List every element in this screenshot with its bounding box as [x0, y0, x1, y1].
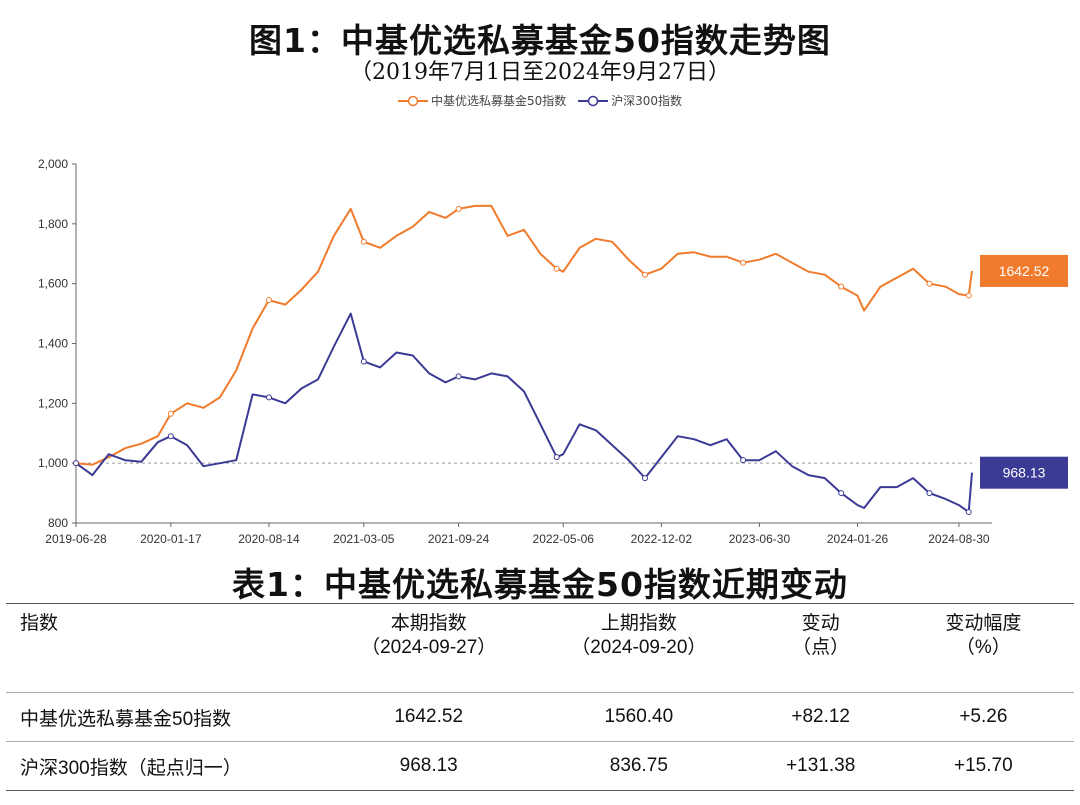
header-index: 指数 [6, 603, 329, 693]
series-point [167, 410, 174, 417]
x-tick-label: 2024-01-26 [827, 532, 889, 546]
series-point [360, 238, 367, 245]
series-point [740, 259, 747, 266]
end-value-label: 1642.52 [999, 263, 1050, 279]
series-point [455, 205, 462, 212]
cell-change: +131.38 [748, 741, 893, 791]
x-tick-label: 2020-08-14 [238, 532, 300, 546]
line-chart: 800 1,000 1,200 1,400 1,600 1,800 2,000 2019-06… [38, 157, 1068, 546]
legend-marker-blue-icon [578, 95, 609, 106]
series-point [838, 283, 845, 290]
series-point [641, 475, 648, 482]
chart-axes: 800 1,000 1,200 1,400 1,600 1,800 2,000 2019-06… [38, 157, 992, 546]
series-point [926, 490, 933, 497]
x-tick-label: 2021-03-05 [333, 532, 395, 546]
legend-label: 沪深300指数 [611, 94, 682, 108]
series-point [740, 457, 747, 464]
cell-change-pct: +15.70 [892, 741, 1074, 791]
series-point [838, 490, 845, 497]
end-value-badge [980, 254, 1068, 287]
y-tick-label: 1,400 [38, 337, 68, 351]
header-previous: 上期指数 （2024-09-20） [529, 603, 749, 693]
cell-current: 968.13 [328, 741, 530, 791]
cell-index-name: 中基优选私募基金50指数 [6, 692, 329, 742]
chart-subtitle: （2019年7月1日至2024年9月27日） [350, 60, 730, 85]
y-tick-label: 1,200 [38, 396, 68, 410]
series-point [455, 373, 462, 380]
series-point [73, 460, 79, 467]
chart-title: 图1：中基优选私募基金50指数走势图 [249, 21, 831, 60]
legend-item-csi300-index[interactable]: 沪深300指数 [578, 92, 682, 109]
x-tick-label: 2023-06-30 [729, 532, 791, 546]
series-point [965, 509, 972, 516]
chart-end-labels: 1642.52 968.13 [980, 254, 1068, 489]
cell-previous: 1560.40 [529, 692, 749, 742]
cell-change-pct: +5.26 [892, 692, 1074, 742]
header-current: 本期指数 （2024-09-27） [328, 603, 530, 693]
legend-label: 中基优选私募基金50指数 [430, 94, 567, 108]
table-row: 中基优选私募基金50指数 1642.52 1560.40 +82.12 +5.2… [6, 692, 1074, 742]
x-tick-label: 2022-12-02 [631, 532, 693, 546]
y-tick-label: 1,800 [38, 217, 68, 231]
y-tick-label: 800 [48, 516, 68, 530]
cell-index-name: 沪深300指数（起点归一） [6, 741, 329, 791]
end-value-badge [980, 456, 1068, 489]
series-point [553, 265, 560, 272]
end-value-label: 968.13 [1003, 465, 1046, 481]
table-row: 沪深300指数（起点归一） 968.13 836.75 +131.38 +15.… [6, 741, 1074, 791]
series-point [965, 292, 972, 299]
series-point [167, 433, 174, 440]
cell-current: 1642.52 [328, 692, 530, 742]
x-tick-label: 2021-09-24 [428, 532, 490, 546]
table-title: 表1：中基优选私募基金50指数近期变动 [232, 565, 848, 604]
chart-legend: 中基优选私募基金50指数 沪深300指数 [0, 92, 1080, 110]
y-tick-label: 1,600 [38, 277, 68, 291]
legend-item-private-fund-index[interactable]: 中基优选私募基金50指数 [397, 92, 567, 109]
y-tick-label: 1,000 [38, 456, 68, 470]
header-change-pct: 变动幅度 （%） [892, 603, 1074, 693]
table-header-row: 指数 本期指数 （2024-09-27） 上期指数 （2024-09-20） 变… [6, 603, 1074, 693]
series-point [265, 394, 272, 401]
cell-change: +82.12 [748, 692, 893, 742]
series-point [265, 297, 272, 304]
series-point [926, 280, 933, 287]
chart-series [73, 204, 973, 516]
series-line-0 [75, 204, 973, 466]
x-tick-label: 2019-06-28 [45, 532, 107, 546]
series-line-1 [75, 312, 973, 513]
x-tick-label: 2024-08-30 [928, 532, 990, 546]
x-tick-label: 2020-01-17 [140, 532, 202, 546]
cell-previous: 836.75 [529, 741, 749, 791]
y-tick-label: 2,000 [38, 157, 68, 171]
series-point [641, 271, 648, 278]
index-change-table: 指数 本期指数 （2024-09-27） 上期指数 （2024-09-20） 变… [6, 603, 1074, 791]
series-point [553, 454, 560, 461]
header-change: 变动 （点） [748, 603, 893, 693]
legend-marker-orange-icon [397, 95, 428, 106]
x-tick-label: 2022-05-06 [533, 532, 595, 546]
series-point [360, 358, 367, 365]
